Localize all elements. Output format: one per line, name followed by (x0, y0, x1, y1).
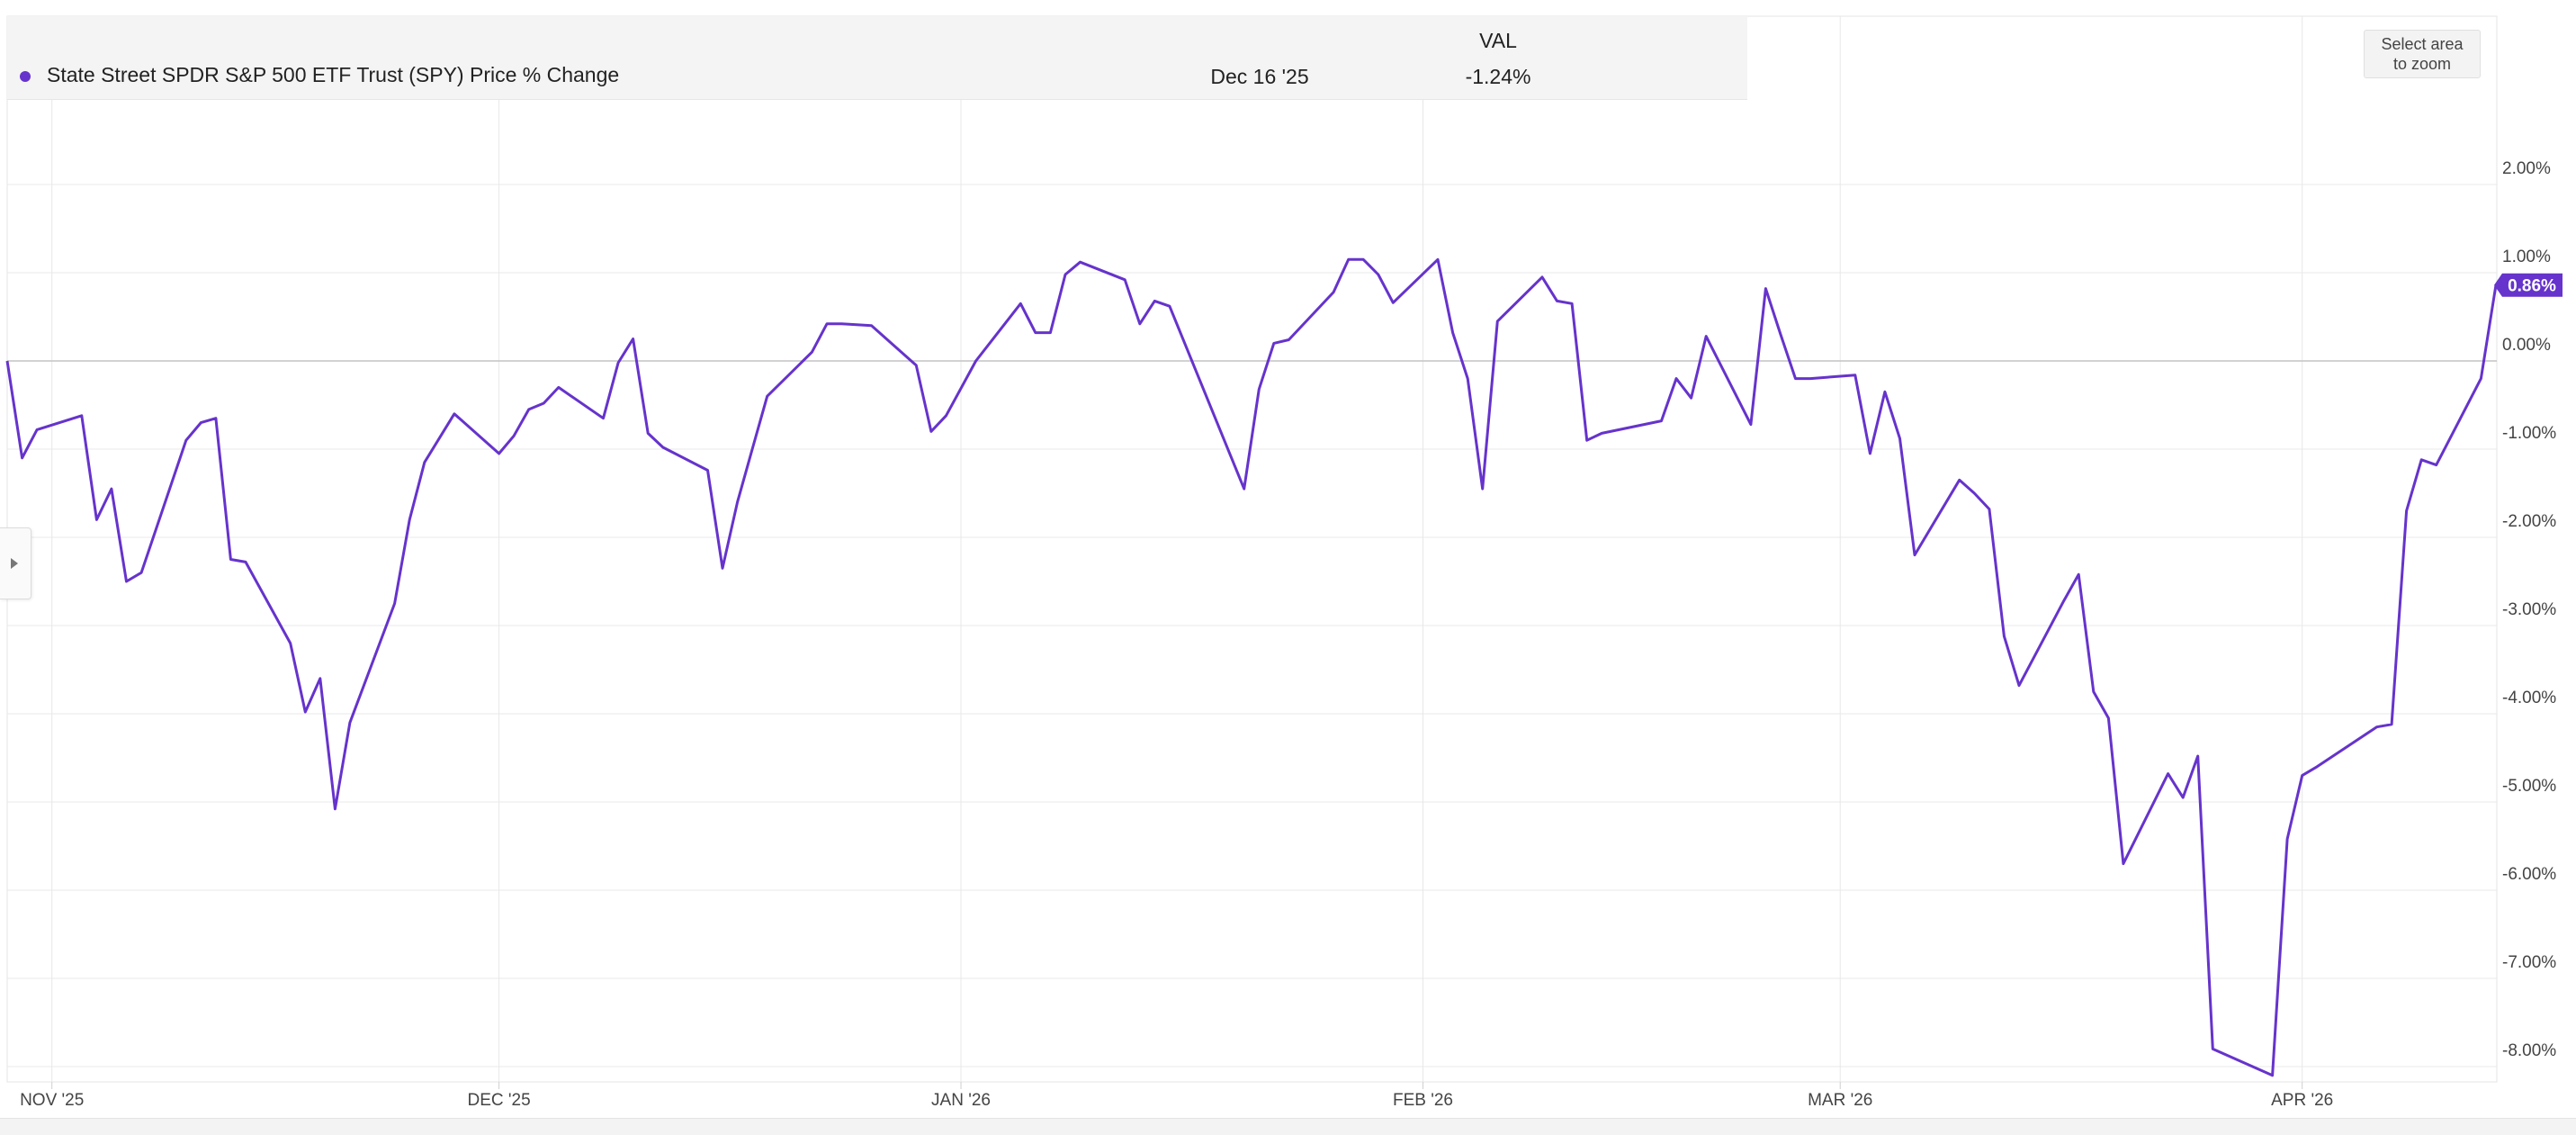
hover-value: -1.24% (1449, 65, 1548, 89)
zoom-button-line2: to zoom (2365, 54, 2480, 74)
y-tick-label: 2.00% (2502, 159, 2551, 178)
y-tick-label: -6.00% (2502, 865, 2556, 884)
x-tick-label: MAR '26 (1808, 1091, 1872, 1110)
hover-date: Dec 16 '25 (1170, 65, 1350, 89)
y-tick-label: -1.00% (2502, 424, 2556, 443)
y-tick-label: 0.00% (2502, 336, 2551, 355)
side-panel-toggle-button[interactable] (0, 527, 31, 599)
last-value-label: 0.86% (2508, 277, 2556, 296)
x-tick-label: NOV '25 (20, 1091, 84, 1110)
x-tick-label: APR '26 (2271, 1091, 2333, 1110)
last-value-tag-group: 0.86% (2494, 274, 2563, 297)
series-lines[interactable] (7, 259, 2496, 1076)
x-tick-label: JAN '26 (931, 1091, 991, 1110)
zoom-button-line1: Select area (2365, 34, 2480, 54)
y-tick-label: 1.00% (2502, 248, 2551, 266)
y-tick-label: -5.00% (2502, 777, 2556, 796)
series-legend-dot (20, 71, 31, 82)
y-tick-label: -4.00% (2502, 689, 2556, 707)
x-axis-ticks: NOV '25 DEC '25 JAN '26 FEB '26 MAR '26 APR '… (20, 1082, 2333, 1110)
y-tick-label: -3.00% (2502, 600, 2556, 619)
legend-column-header: VAL (1449, 29, 1548, 53)
plot-frame (7, 16, 2497, 1082)
y-tick-label: -2.00% (2502, 512, 2556, 531)
x-tick-label: FEB '26 (1393, 1091, 1453, 1110)
y-tick-label: -8.00% (2502, 1041, 2556, 1060)
footer-strip (0, 1118, 2576, 1135)
gridlines (7, 16, 2497, 1082)
select-area-to-zoom-button[interactable]: Select area to zoom (2364, 30, 2481, 78)
series-line[interactable] (7, 259, 2496, 1076)
y-tick-label: -7.00% (2502, 953, 2556, 972)
series-legend-name[interactable]: State Street SPDR S&P 500 ETF Trust (SPY… (47, 63, 619, 87)
caret-right-icon (9, 556, 20, 571)
x-tick-label: DEC '25 (467, 1091, 530, 1110)
